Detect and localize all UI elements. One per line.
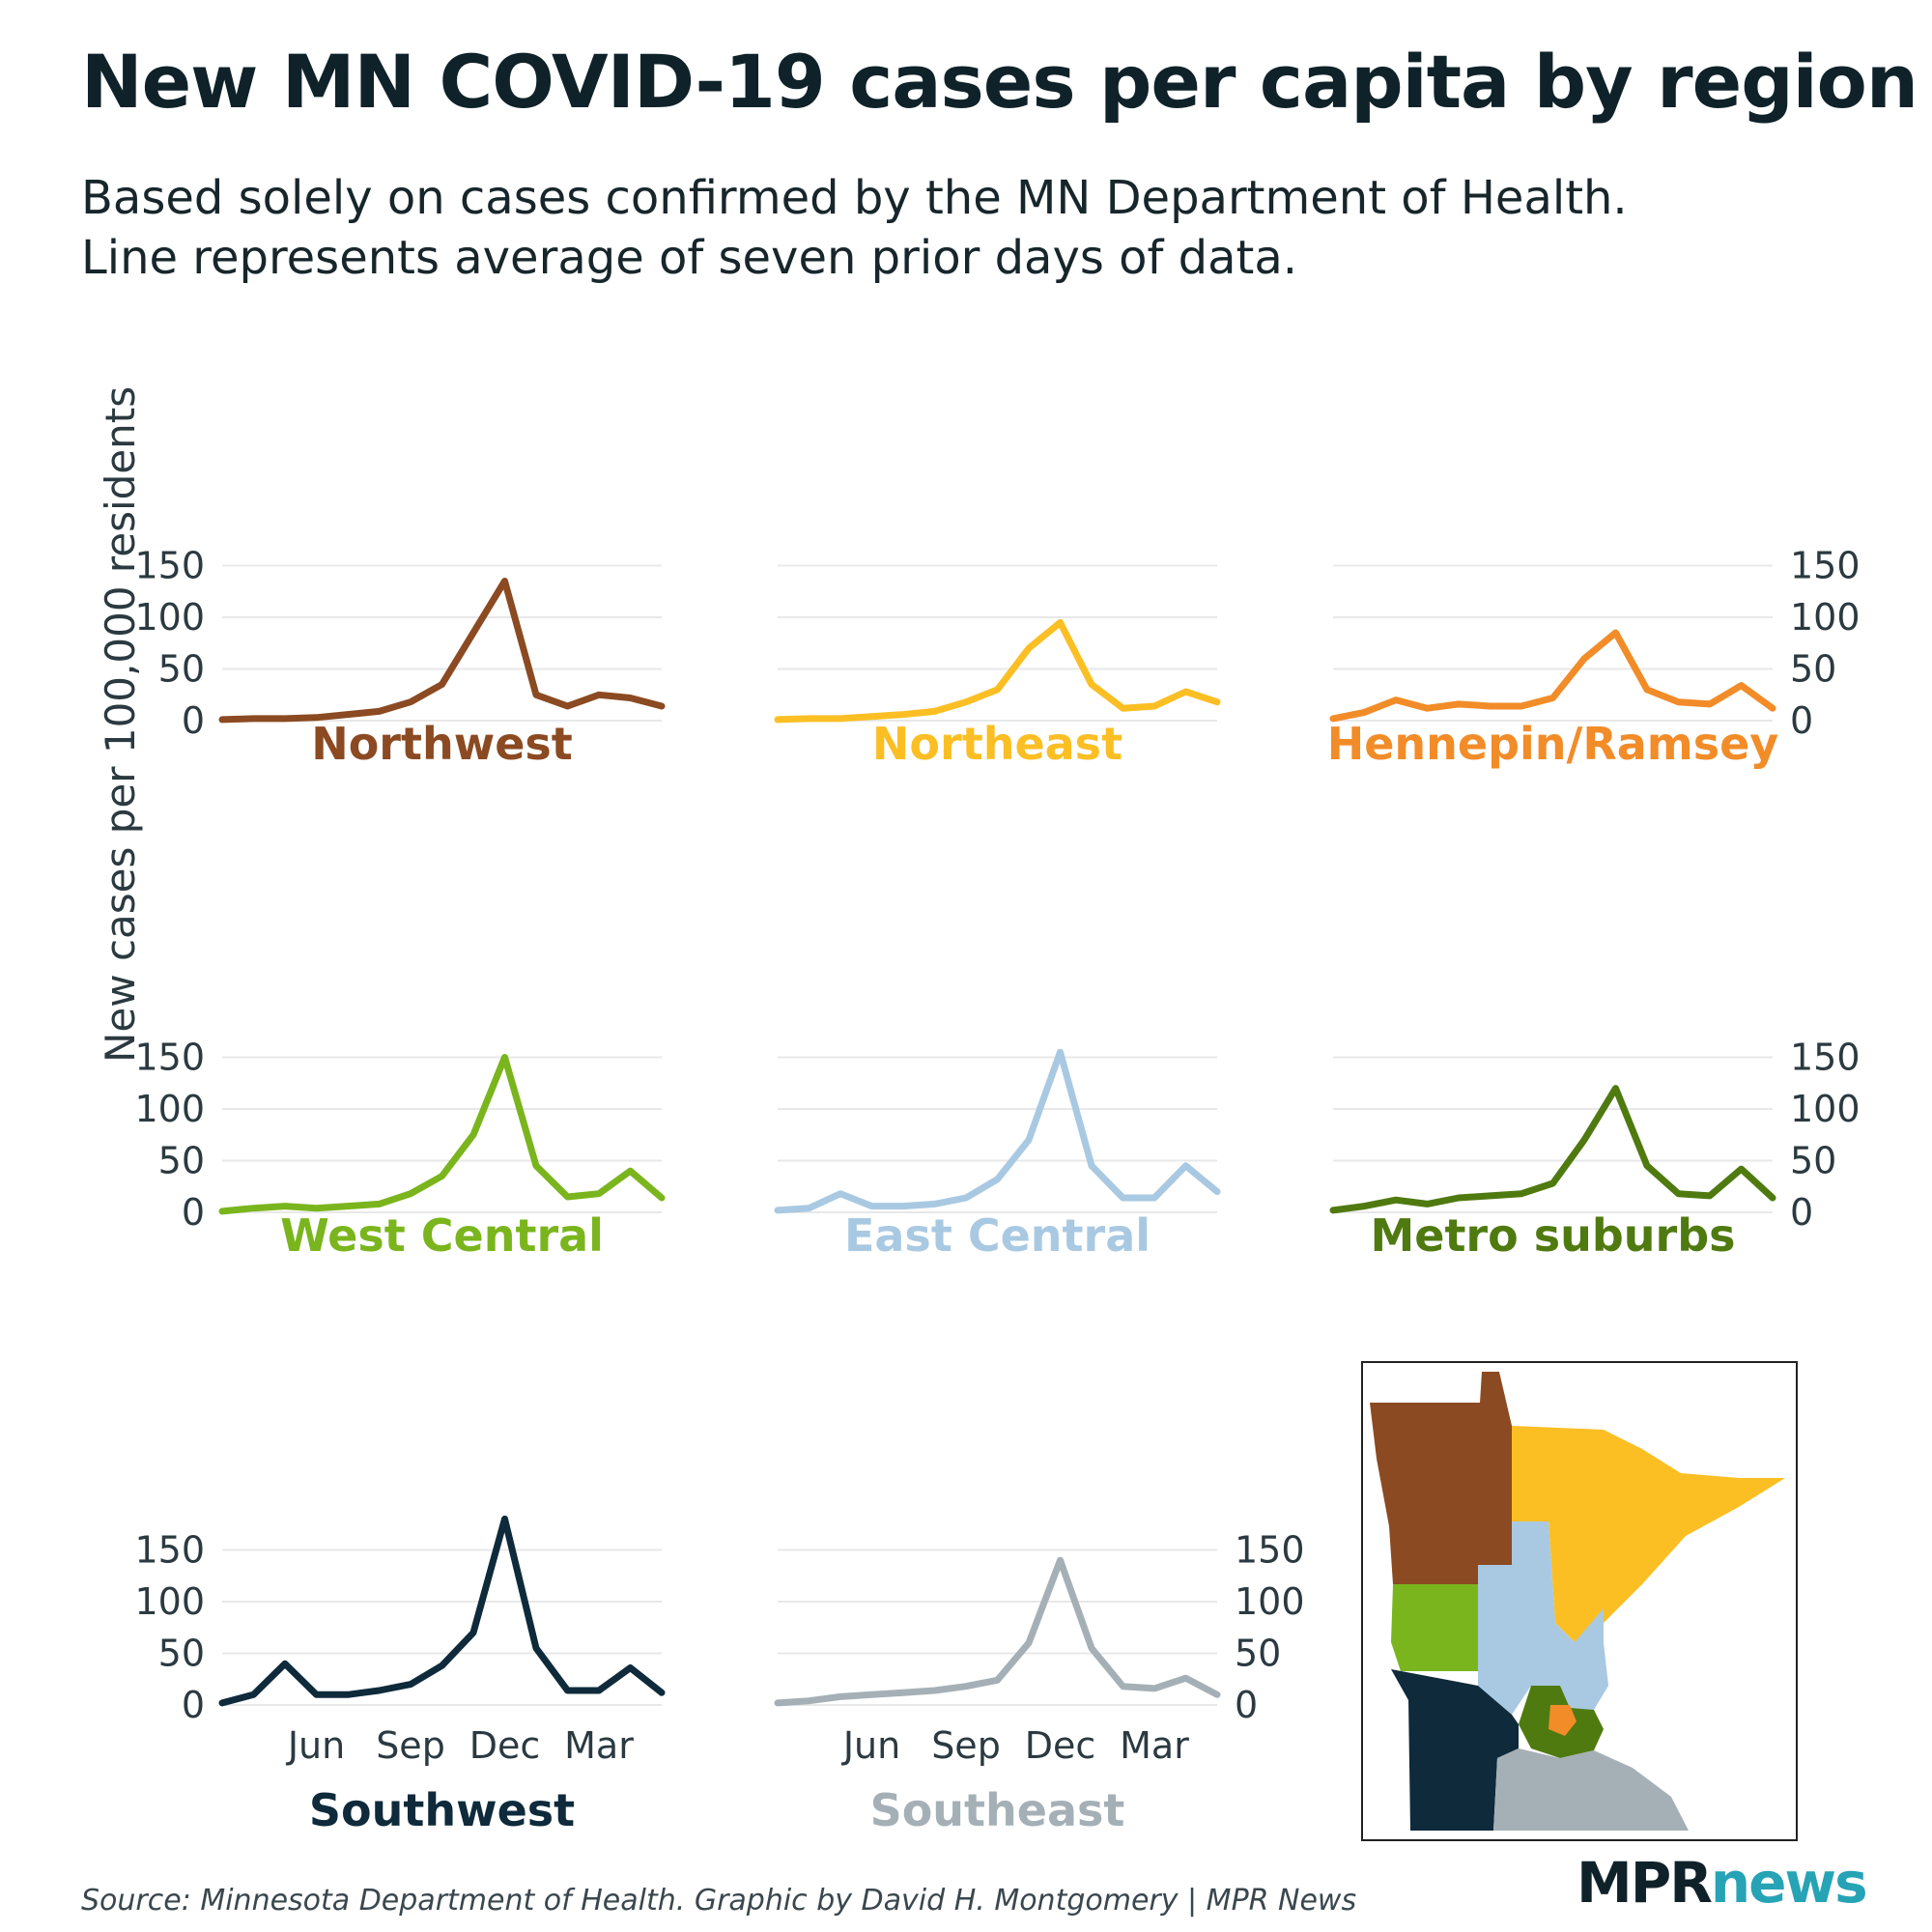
y-tick-label: 100 bbox=[1790, 1088, 1861, 1130]
panel-label-northwest: Northwest bbox=[311, 718, 573, 770]
series-line-northeast bbox=[774, 618, 1221, 724]
x-tick-label: Sep bbox=[376, 1724, 445, 1767]
y-tick-label: 150 bbox=[1790, 1037, 1861, 1079]
y-tick-label: 50 bbox=[1790, 648, 1836, 691]
y-tick-label: 150 bbox=[1790, 545, 1861, 587]
y-tick-label: 0 bbox=[182, 699, 205, 742]
map-region-southeast bbox=[1493, 1748, 1689, 1831]
map-region-hennepin-ramsey bbox=[1548, 1705, 1577, 1736]
y-tick-label: 100 bbox=[134, 596, 205, 639]
y-tick-label: 0 bbox=[182, 1684, 205, 1726]
y-tick-label: 50 bbox=[158, 648, 205, 691]
series-line-west-central bbox=[218, 1054, 666, 1215]
panel-label-southwest: Southwest bbox=[309, 1784, 575, 1836]
y-tick-label: 150 bbox=[134, 1529, 205, 1572]
x-tick-label: Dec bbox=[469, 1724, 541, 1767]
series-line-southwest bbox=[218, 1515, 666, 1707]
panel-label-southeast: Southeast bbox=[870, 1784, 1125, 1836]
source-note: Source: Minnesota Department of Health. … bbox=[81, 1884, 1357, 1918]
logo-mpr: MPR bbox=[1577, 1850, 1713, 1916]
subtitle-line-1: Based solely on cases confirmed by the M… bbox=[81, 171, 1628, 225]
y-tick-label: 100 bbox=[134, 1580, 205, 1623]
map-region-east-central bbox=[1478, 1521, 1608, 1715]
y-tick-label: 0 bbox=[1790, 1191, 1813, 1234]
mpr-news-logo: MPRnews bbox=[1577, 1850, 1868, 1916]
panel-label-metro-suburbs: Metro suburbs bbox=[1370, 1209, 1735, 1262]
panel-label-east-central: East Central bbox=[844, 1209, 1151, 1262]
panel-label-hennepin-ramsey: Hennepin/Ramsey bbox=[1327, 718, 1779, 770]
x-tick-label: Sep bbox=[931, 1724, 1001, 1767]
map-region-west-central bbox=[1391, 1584, 1478, 1671]
map-region-southwest bbox=[1391, 1669, 1519, 1831]
series-line-hennepin-ramsey bbox=[1329, 629, 1776, 723]
x-tick-label: Dec bbox=[1025, 1724, 1096, 1767]
chart-title: New MN COVID-19 cases per capita by regi… bbox=[81, 39, 1918, 125]
map-region-northwest bbox=[1370, 1372, 1512, 1584]
series-line-northwest bbox=[218, 578, 666, 724]
y-tick-label: 0 bbox=[1235, 1684, 1258, 1726]
map-region-northeast bbox=[1512, 1426, 1785, 1642]
y-tick-label: 50 bbox=[158, 1140, 205, 1182]
panels-layer: 0 50 100 150 Northwest Northeast 0 50 100 150 Henn… bbox=[134, 545, 1860, 1837]
chart-subtitle: Based solely on cases confirmed by the M… bbox=[81, 168, 1897, 288]
logo-news: news bbox=[1710, 1850, 1868, 1916]
y-tick-label: 100 bbox=[134, 1088, 205, 1130]
region-map-inset bbox=[1361, 1361, 1798, 1841]
y-tick-label: 150 bbox=[1235, 1529, 1305, 1572]
series-line-metro-suburbs bbox=[1329, 1085, 1776, 1214]
y-tick-label: 50 bbox=[158, 1633, 205, 1675]
series-line-east-central bbox=[774, 1048, 1221, 1214]
y-tick-label: 50 bbox=[1235, 1633, 1281, 1675]
series-line-southeast bbox=[774, 1556, 1221, 1707]
y-tick-label: 100 bbox=[1790, 596, 1861, 639]
x-tick-label: Jun bbox=[841, 1724, 900, 1767]
x-tick-label: Mar bbox=[1120, 1724, 1189, 1767]
y-tick-label: 150 bbox=[134, 545, 205, 587]
subtitle-line-2: Line represents average of seven prior d… bbox=[81, 231, 1298, 285]
panel-label-northeast: Northeast bbox=[872, 718, 1122, 770]
y-tick-label: 50 bbox=[1790, 1140, 1836, 1182]
y-tick-label: 0 bbox=[1790, 699, 1813, 742]
x-tick-label: Mar bbox=[564, 1724, 634, 1767]
y-tick-label: 150 bbox=[134, 1037, 205, 1079]
y-tick-label: 100 bbox=[1235, 1580, 1305, 1623]
y-tick-label: 0 bbox=[182, 1191, 205, 1234]
panel-label-west-central: West Central bbox=[280, 1209, 604, 1262]
x-tick-label: Jun bbox=[286, 1724, 345, 1767]
